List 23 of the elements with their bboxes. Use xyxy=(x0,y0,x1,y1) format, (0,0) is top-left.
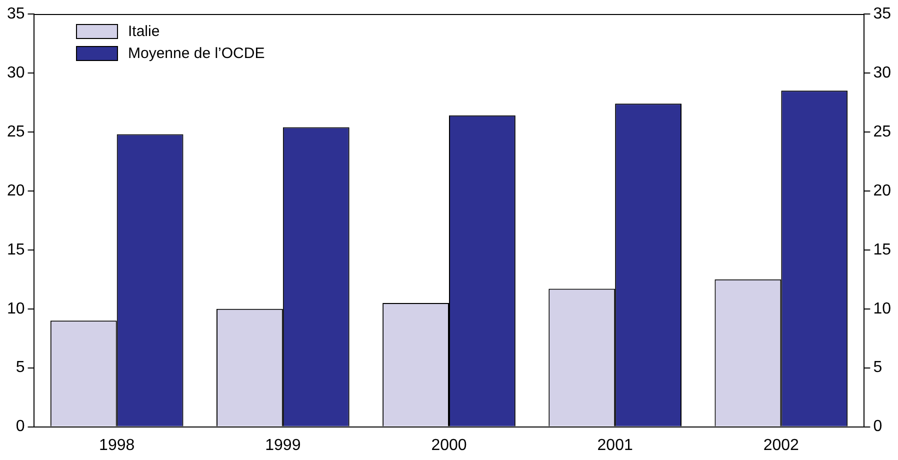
y-tick-label: 25 xyxy=(7,123,25,140)
x-tick-label: 2001 xyxy=(597,436,633,454)
y-tick-label: 35 xyxy=(7,5,25,22)
y-tick-label: 0 xyxy=(16,418,25,436)
y-tick-label: 10 xyxy=(7,300,25,318)
y-tick-label: 30 xyxy=(7,64,25,82)
legend-label: Italie xyxy=(128,22,160,40)
y-tick-label: 5 xyxy=(16,359,25,376)
x-tick-label: 2000 xyxy=(431,436,467,454)
x-tick-label: 1998 xyxy=(99,436,135,454)
y2-tick-label: 15 xyxy=(873,241,892,258)
y2-tick-label: 25 xyxy=(873,123,892,140)
y-tick-label: 20 xyxy=(7,182,25,200)
y2-tick-label: 20 xyxy=(873,182,892,200)
legend-label: Moyenne de l’OCDE xyxy=(128,44,265,62)
x-tick-label: 1999 xyxy=(265,436,301,454)
y2-tick-label: 35 xyxy=(873,5,892,22)
y2-tick-label: 10 xyxy=(873,300,892,318)
y-tick-label: 15 xyxy=(7,241,25,258)
y2-tick-label: 0 xyxy=(873,418,882,436)
y2-tick-label: 5 xyxy=(873,359,882,376)
x-tick-label: 2002 xyxy=(763,436,800,454)
y2-tick-label: 30 xyxy=(873,64,892,82)
